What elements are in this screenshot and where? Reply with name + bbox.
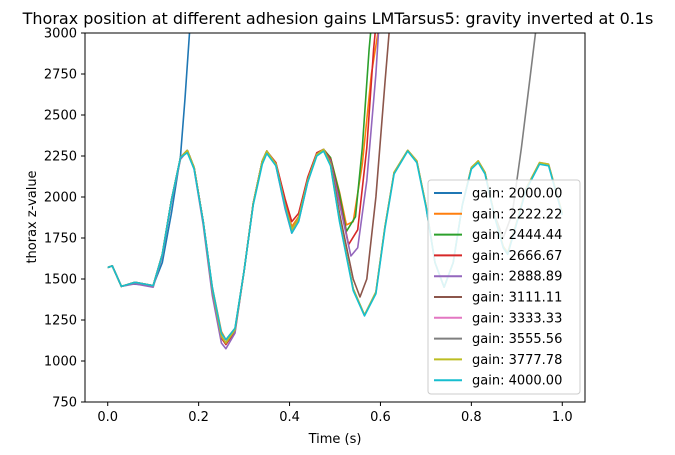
x-axis-label: Time (s) [308,432,362,447]
legend-box [427,179,581,395]
legend-label: gain: 2000.00 [472,187,562,202]
legend-label: gain: 4000.00 [472,374,562,389]
series-line-4 [107,33,376,346]
legend-label: gain: 3777.78 [472,353,562,368]
y-tick-label: 1750 [44,232,77,247]
x-tick-label: 0.0 [97,410,118,425]
series-line-6 [107,33,390,344]
series-layer [107,33,564,350]
y-tick-label: 750 [52,396,77,411]
x-axis: 0.0 0.2 0.4 0.6 0.8 1.0 [97,402,573,425]
x-tick-label: 1.0 [552,410,573,425]
y-tick-label: 2500 [44,109,77,124]
series-line-1 [107,33,191,288]
legend-label: gain: 2222.22 [472,207,562,222]
y-tick-label: 2750 [44,68,77,83]
x-tick-label: 0.8 [461,410,482,425]
series-line-2 [107,33,379,341]
plot-frame [84,32,586,403]
legend-label: gain: 3111.11 [472,291,562,306]
legend-label: gain: 3333.33 [472,311,562,326]
legend-label: gain: 2666.67 [472,249,562,264]
y-tick-label: 2250 [44,150,77,165]
legend: gain: 2000.00 gain: 2222.22 gain: 2444.44 g… [427,179,581,395]
y-axis-label: thorax z-value [25,170,40,263]
y-tick-label: 1250 [44,314,77,329]
x-tick-label: 0.2 [188,410,209,425]
x-tick-label: 0.4 [279,410,300,425]
y-tick-label: 2000 [44,191,77,206]
series-line-5 [107,33,380,350]
x-tick-label: 0.6 [370,410,391,425]
y-axis: 750 1000 1250 1500 1750 2000 2250 2500 2750 3000 [44,27,85,411]
y-tick-label: 3000 [44,27,77,42]
y-tick-label: 1500 [44,273,77,288]
series-line-10 [107,150,564,341]
y-tick-label: 1000 [44,355,77,370]
series-line-9 [107,148,564,344]
legend-label: gain: 3555.56 [472,332,562,347]
legend-label: gain: 2888.89 [472,270,562,285]
legend-label: gain: 2444.44 [472,228,562,243]
chart-title: Thorax position at different adhesion ga… [22,9,654,28]
